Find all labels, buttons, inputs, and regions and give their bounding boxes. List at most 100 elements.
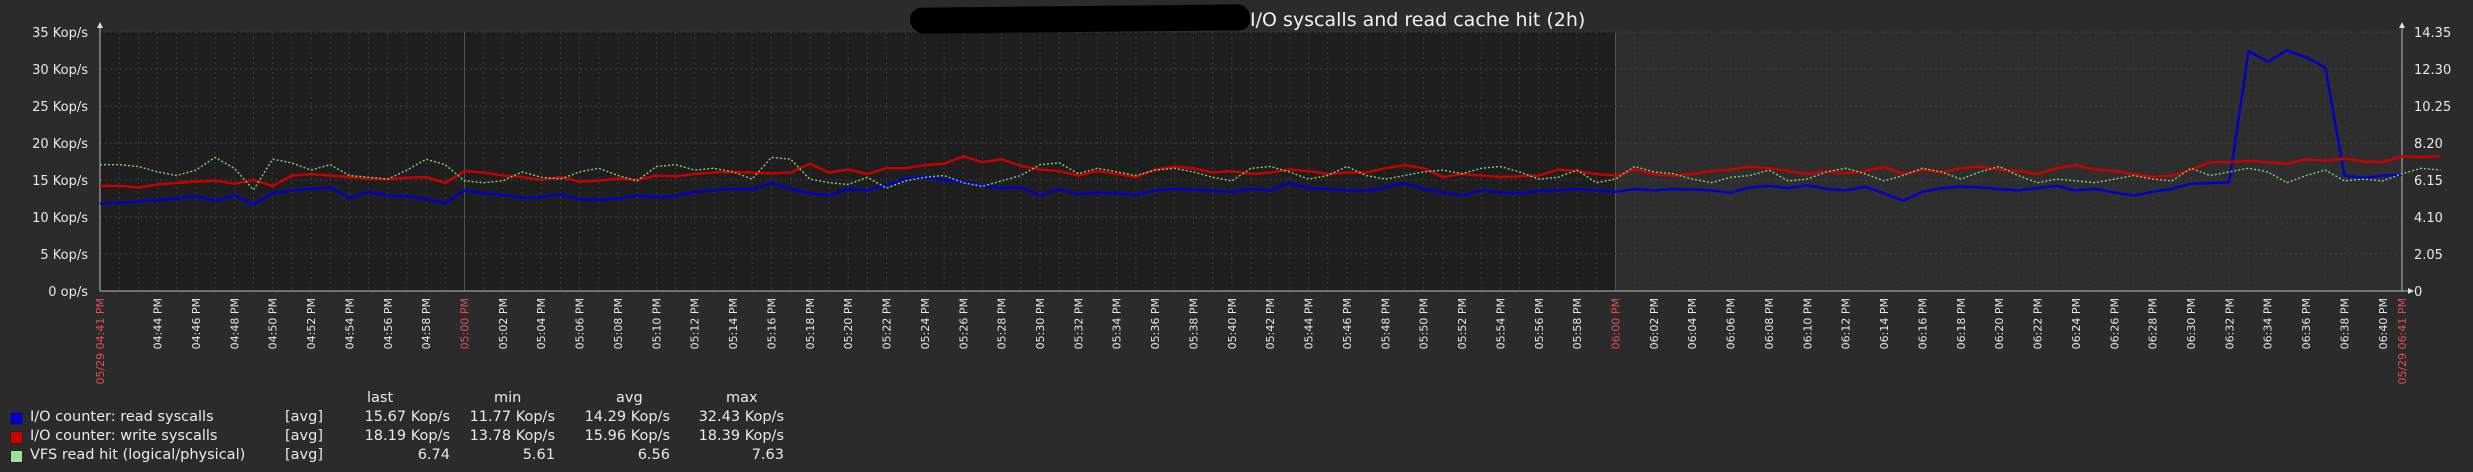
series-line-i-o-counter-read-syscalls (99, 49, 2403, 206)
y-left-tick-label: 15 Kop/s (32, 174, 88, 189)
chart-title: I/O syscalls and read cache hit (2h) (1250, 9, 1586, 31)
legend-max: 7.63 (751, 447, 784, 463)
x-tick-label: 05/29 04:41 PM (94, 298, 107, 385)
x-tick-label: 05:34 PM (1111, 298, 1124, 349)
legend-swatch (10, 450, 23, 463)
x-tick-label: 05:32 PM (1072, 298, 1085, 349)
x-tick-label: 06:14 PM (1878, 298, 1891, 349)
x-tick-label: 06:38 PM (2338, 298, 2351, 349)
x-tick-label: 06:40 PM (2377, 298, 2390, 349)
legend-header-max: max (726, 390, 758, 406)
x-tick-label: 04:54 PM (343, 298, 356, 349)
x-tick-label: 06:22 PM (2032, 298, 2045, 349)
x-tick-label: 05:26 PM (957, 298, 970, 349)
x-axis-arrow (2408, 288, 2414, 294)
y-left-tick-label: 30 Kop/s (32, 63, 88, 78)
x-tick-label: 05:24 PM (919, 298, 932, 349)
y-left-tick-label: 20 Kop/s (32, 137, 88, 152)
x-tick-label: 05:20 PM (842, 298, 855, 349)
x-tick-label: 05:16 PM (765, 298, 778, 349)
x-tick-label: 06:28 PM (2147, 298, 2160, 349)
y-right-tick-label: 0 (2414, 285, 2422, 300)
x-tick-label: 05:38 PM (1187, 298, 1200, 349)
x-tick-label: 05:54 PM (1494, 298, 1507, 349)
x-tick-label: 05:00 PM (458, 298, 471, 349)
y-right-tick-label: 4.10 (2414, 211, 2443, 226)
x-tick-label: 06:32 PM (2223, 298, 2236, 349)
x-tick-label: 06:36 PM (2300, 298, 2313, 349)
x-tick-label: 05:18 PM (804, 298, 817, 349)
x-tick-label: 05:58 PM (1571, 298, 1584, 349)
x-tick-label: 06:24 PM (2070, 298, 2083, 349)
legend-avg: 6.56 (637, 447, 670, 463)
x-tick-label: 05:10 PM (650, 298, 663, 349)
x-tick-label: 05:42 PM (1264, 298, 1277, 349)
x-tick-label: 06:04 PM (1686, 298, 1699, 349)
x-tick-label: 05:28 PM (996, 298, 1009, 349)
x-tick-label: 05:46 PM (1341, 298, 1354, 349)
legend-avg: 14.29 Kop/s (584, 409, 670, 425)
x-tick-label: 04:46 PM (190, 298, 203, 349)
y-right-tick-label: 2.05 (2414, 248, 2443, 263)
legend-label: VFS read hit (logical/physical) (30, 447, 246, 463)
legend-last: 18.19 Kop/s (364, 428, 450, 444)
x-tick-label: 06:26 PM (2108, 298, 2121, 349)
x-tick-label: 05:36 PM (1149, 298, 1162, 349)
x-tick-label: 06:18 PM (1955, 298, 1968, 349)
x-tick-label: 06:02 PM (1648, 298, 1661, 349)
plot-area-highlight (1615, 32, 2402, 291)
x-tick-label: 06:16 PM (1916, 298, 1929, 349)
legend-header-min: min (494, 390, 522, 406)
x-tick-label: 05:56 PM (1533, 298, 1546, 349)
legend-max: 18.39 Kop/s (698, 428, 784, 444)
x-tick-label: 04:48 PM (228, 298, 241, 349)
legend-label: I/O counter: read syscalls (30, 409, 214, 425)
y-left-tick-label: 10 Kop/s (32, 211, 88, 226)
legend-swatch (10, 412, 23, 425)
x-tick-label: 05:40 PM (1226, 298, 1239, 349)
y-right-tick-label: 12.30 (2414, 63, 2451, 78)
legend-label: I/O counter: write syscalls (30, 428, 218, 444)
y-right-tick-label: 6.15 (2414, 174, 2443, 189)
x-tick-label: 05:14 PM (727, 298, 740, 349)
y-right-tick-label: 10.25 (2414, 100, 2451, 115)
redacted-host-name (909, 4, 1251, 34)
x-tick-label: 05/29 06:41 PM (2396, 298, 2409, 385)
legend-avg: 15.96 Kop/s (584, 428, 670, 444)
legend-header-last: last (367, 390, 394, 406)
series-line-vfs-read-hit-logical-physical- (100, 156, 2441, 191)
y-left-tick-label: 5 Kop/s (40, 248, 88, 263)
x-tick-label: 04:58 PM (420, 298, 433, 349)
y-right-tick-label: 8.20 (2414, 137, 2443, 152)
x-tick-label: 05:50 PM (1418, 298, 1431, 349)
legend-max: 32.43 Kop/s (698, 409, 784, 425)
x-tick-label: 05:08 PM (612, 298, 625, 349)
x-tick-label: 05:30 PM (1034, 298, 1047, 349)
legend-min: 11.77 Kop/s (469, 409, 555, 425)
series-line-i-o-counter-write-syscalls (100, 155, 2441, 189)
x-tick-label: 06:08 PM (1763, 298, 1776, 349)
x-tick-label: 04:56 PM (382, 298, 395, 349)
legend-min: 13.78 Kop/s (469, 428, 555, 444)
legend-func: [avg] (285, 447, 323, 463)
x-tick-label: 04:50 PM (267, 298, 280, 349)
x-tick-label: 06:06 PM (1725, 298, 1738, 349)
legend-min: 5.61 (522, 447, 555, 463)
y-right-tick-label: 14.35 (2414, 26, 2451, 41)
legend-last: 6.74 (417, 447, 450, 463)
x-tick-label: 05:12 PM (689, 298, 702, 349)
x-tick-label: 05:02 PM (497, 298, 510, 349)
y-left-tick-label: 35 Kop/s (32, 26, 88, 41)
y-right-axis-arrow (2399, 22, 2405, 28)
legend-swatch (10, 431, 23, 444)
legend-func: [avg] (285, 409, 323, 425)
x-tick-label: 06:34 PM (2262, 298, 2275, 349)
x-tick-label: 05:44 PM (1303, 298, 1316, 349)
x-tick-label: 06:00 PM (1609, 298, 1622, 349)
y-left-axis-arrow (97, 22, 103, 28)
x-tick-label: 06:30 PM (2185, 298, 2198, 349)
x-tick-label: 05:48 PM (1379, 298, 1392, 349)
x-tick-label: 05:22 PM (881, 298, 894, 349)
x-tick-label: 04:52 PM (305, 298, 318, 349)
